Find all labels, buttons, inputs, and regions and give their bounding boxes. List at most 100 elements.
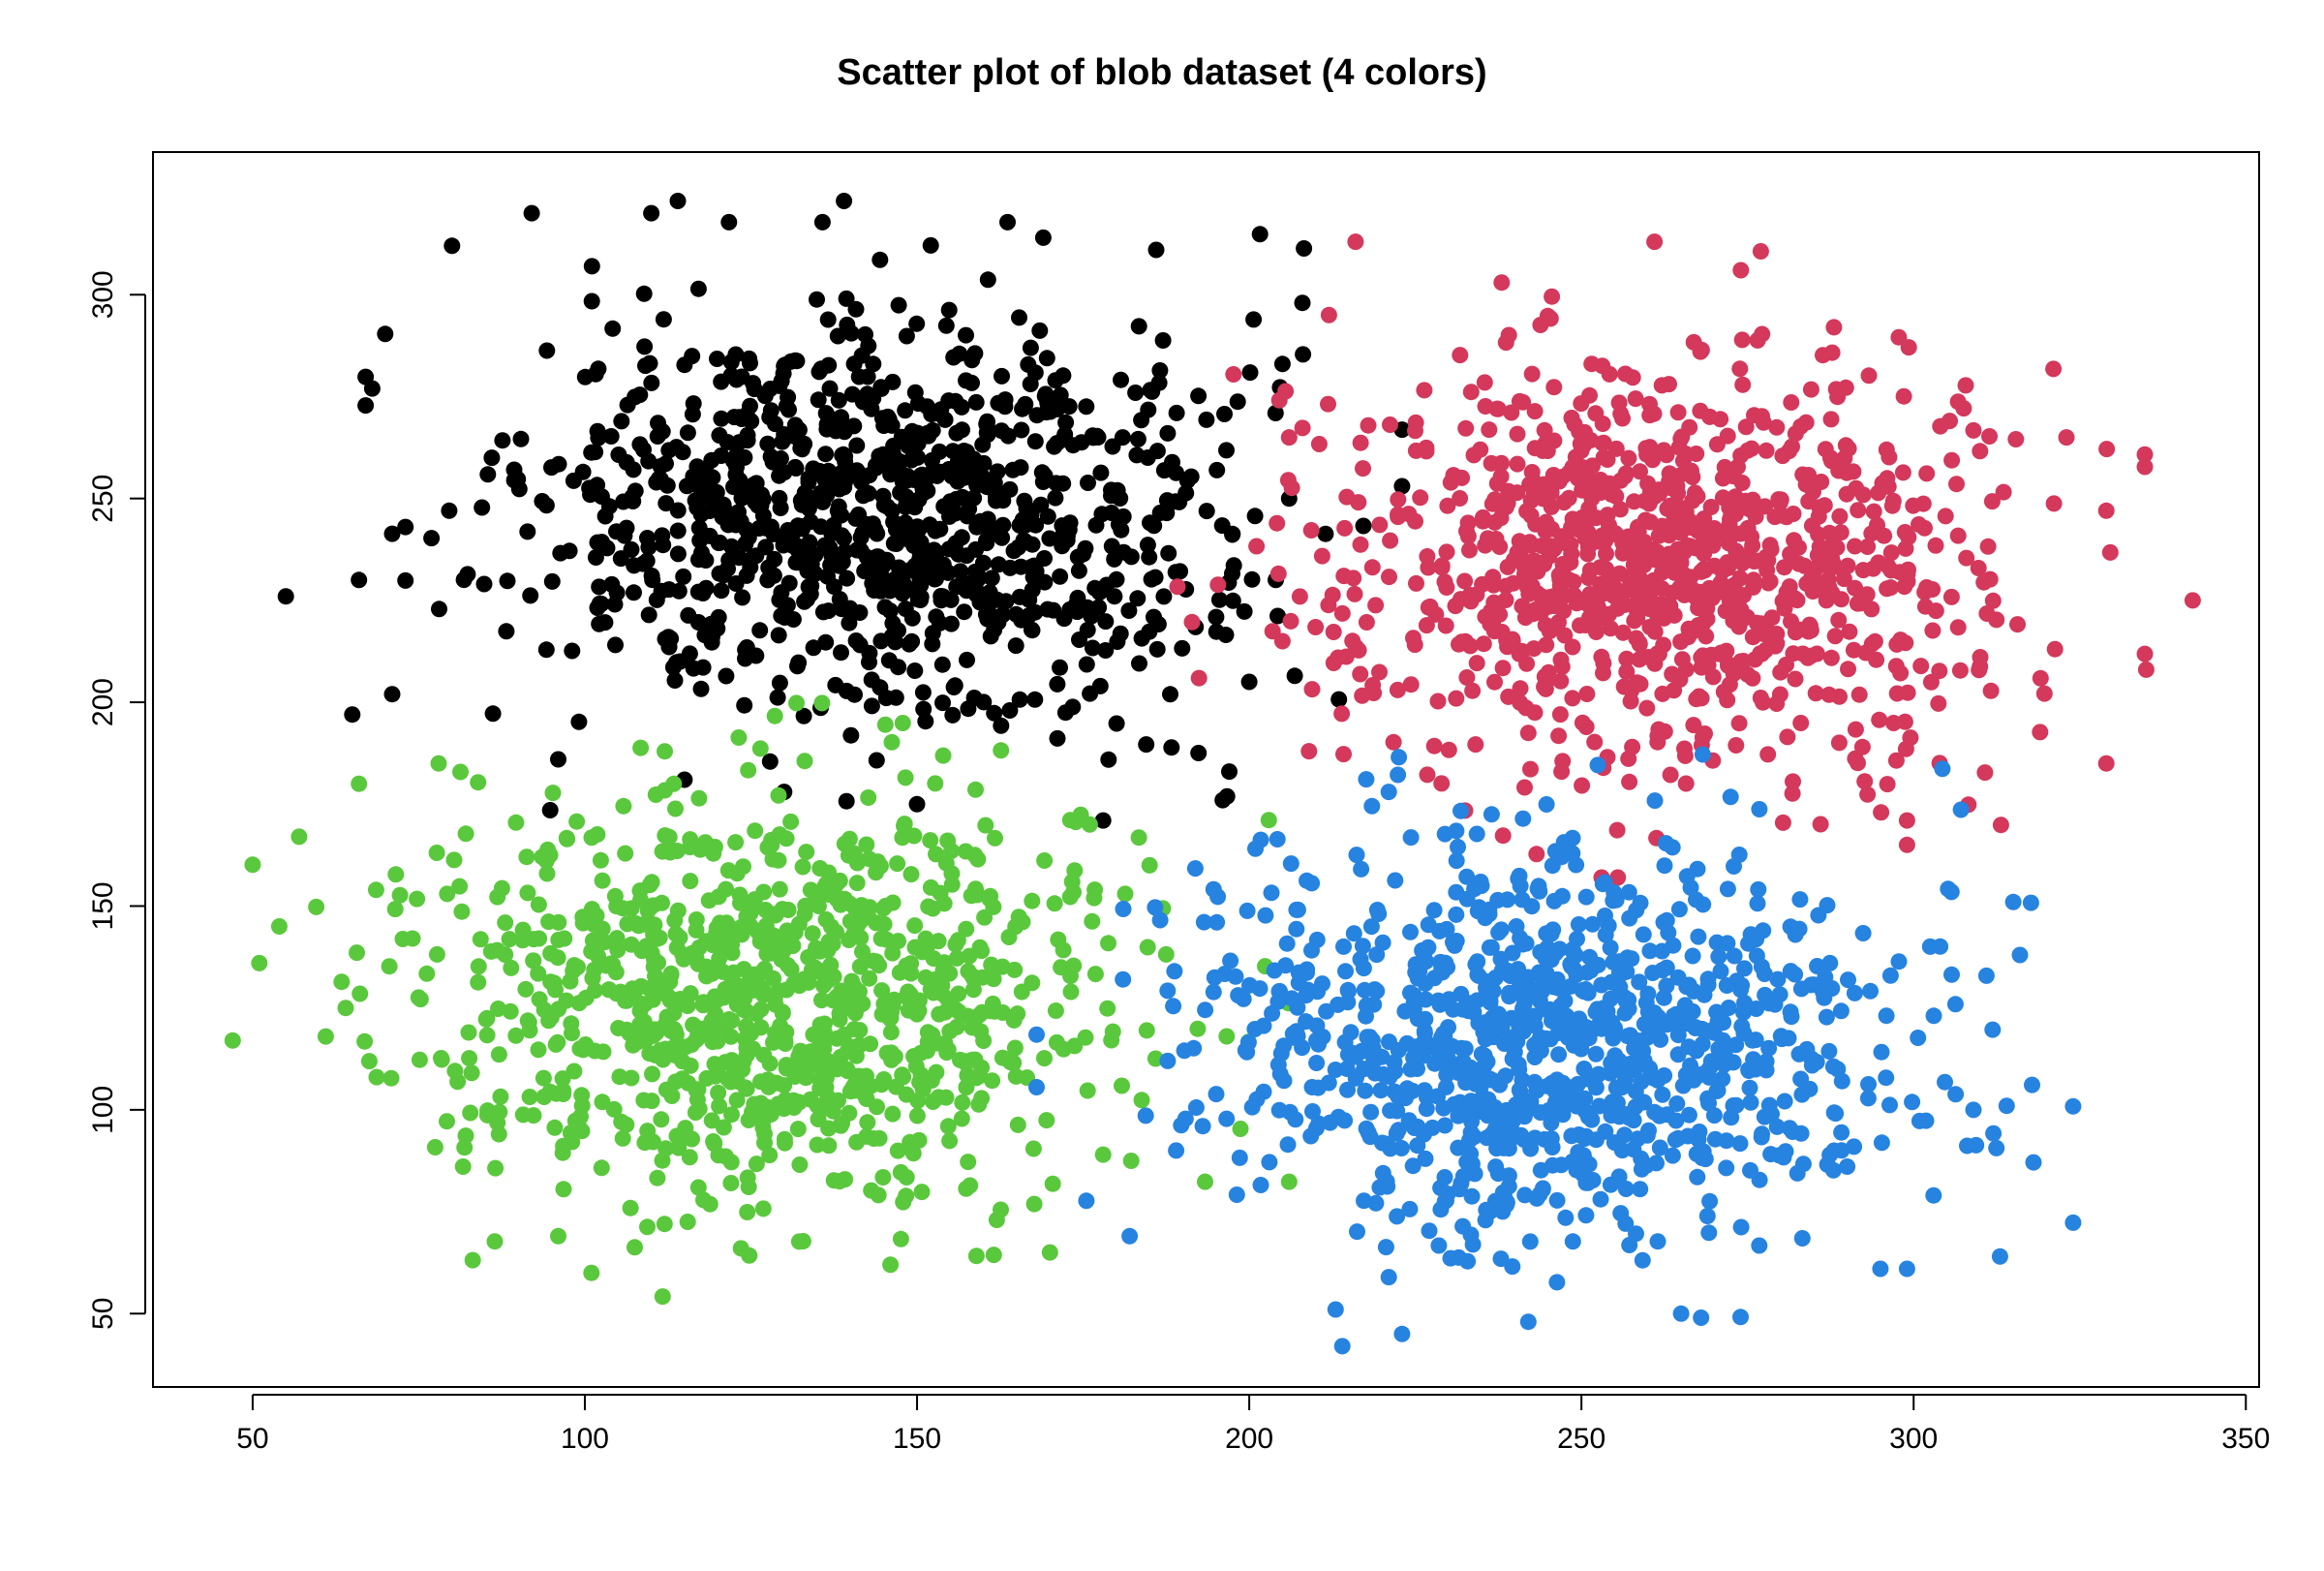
data-point-3-p15 [1168, 1142, 1185, 1159]
data-point-1-960 [1589, 599, 1606, 616]
data-point-2-873 [758, 945, 776, 963]
data-point-3-19 [1483, 806, 1500, 823]
data-point-0-109 [937, 317, 955, 334]
data-point-1-233 [1840, 661, 1856, 678]
data-point-1-521 [1440, 741, 1457, 758]
data-point-1-874 [1646, 623, 1664, 640]
data-point-0-221 [1022, 339, 1039, 356]
data-point-3-703 [1628, 902, 1645, 919]
data-point-2-826 [789, 1121, 807, 1138]
data-point-0-p25 [483, 449, 501, 467]
data-point-1-798 [1482, 615, 1499, 632]
data-point-0-666 [1151, 505, 1169, 521]
data-point-2-755 [574, 914, 592, 932]
data-point-1-114 [1759, 574, 1777, 592]
data-point-3-872 [1580, 1155, 1598, 1173]
data-point-3-28 [1261, 1154, 1278, 1171]
data-point-0-104 [917, 713, 934, 730]
data-point-2-419 [478, 1027, 496, 1044]
data-point-3-867 [1452, 802, 1469, 819]
data-point-0-870 [618, 519, 635, 537]
data-point-2-3 [858, 836, 875, 853]
data-point-2-412 [1100, 935, 1116, 952]
data-point-0-987 [788, 540, 806, 558]
data-point-0-163 [872, 251, 889, 268]
data-point-3-675 [1658, 835, 1674, 852]
data-point-2-336 [1104, 1023, 1121, 1040]
data-point-2-807 [457, 1127, 474, 1145]
data-point-3-778 [1496, 1189, 1514, 1207]
data-point-1-p12 [1300, 743, 1318, 760]
data-point-2-915 [1197, 1173, 1213, 1190]
data-point-0-611 [727, 346, 745, 363]
data-point-0-339 [819, 311, 837, 328]
data-point-0-767 [966, 345, 984, 362]
data-point-0-976 [693, 544, 710, 562]
data-point-1-303 [1461, 541, 1478, 559]
data-point-3-619 [1768, 1118, 1786, 1135]
data-point-0-473 [1160, 544, 1177, 562]
data-point-2-997 [740, 761, 757, 779]
data-point-0-p23 [383, 686, 401, 703]
data-point-0-601 [1190, 745, 1208, 761]
data-point-0-183 [1026, 433, 1044, 450]
data-point-0-923 [932, 614, 948, 631]
data-point-2-159 [804, 925, 821, 942]
data-point-0-866 [1174, 639, 1191, 657]
data-point-3-294 [1716, 1056, 1733, 1073]
data-point-3-982 [1439, 959, 1456, 976]
data-point-3-654 [1432, 1201, 1450, 1218]
data-point-2-353 [654, 1288, 671, 1306]
data-point-0-599 [1251, 226, 1269, 243]
data-point-3-834 [1386, 1054, 1403, 1071]
data-point-0-798 [761, 409, 779, 426]
data-point-2-565 [1099, 1000, 1116, 1017]
data-point-1-205 [1972, 443, 1989, 460]
data-point-2-665 [352, 985, 369, 1002]
data-point-2-889 [718, 914, 735, 932]
data-point-3-812 [1462, 1145, 1480, 1162]
data-point-3-792 [1460, 1002, 1478, 1020]
data-point-3-682 [1270, 983, 1288, 1001]
data-point-0-684 [474, 499, 491, 516]
data-point-3-854 [1621, 1109, 1638, 1126]
data-point-2-785 [970, 1095, 988, 1113]
data-point-3-874 [1607, 891, 1625, 909]
data-point-0-530 [667, 654, 685, 671]
data-point-0-934 [858, 515, 875, 533]
data-point-2-858 [894, 715, 911, 731]
data-point-1-661 [1789, 592, 1806, 609]
data-point-3-491 [2025, 1154, 2042, 1171]
data-point-3-352 [1418, 1100, 1435, 1118]
data-point-1-2 [1382, 532, 1399, 549]
data-point-3-870 [1517, 1015, 1535, 1032]
data-point-2-919 [768, 1074, 785, 1092]
data-point-1-877 [1624, 369, 1641, 386]
data-point-1-939 [1651, 485, 1668, 503]
data-point-0-970 [922, 236, 939, 254]
data-point-2-675 [648, 930, 665, 947]
data-point-1-959 [1731, 360, 1749, 378]
data-point-3-813 [1388, 1124, 1405, 1142]
data-point-0-997 [817, 475, 835, 492]
data-point-3-661 [1749, 895, 1766, 912]
data-point-1-432 [1897, 539, 1914, 557]
data-point-3-995 [1289, 1028, 1306, 1045]
data-point-0-244 [602, 428, 620, 445]
data-point-0-905 [1049, 729, 1066, 747]
data-point-3-692 [1726, 947, 1743, 965]
data-point-1-925 [1669, 540, 1687, 558]
data-point-0-806 [1055, 367, 1072, 385]
data-point-0-547 [863, 697, 880, 715]
data-point-1-466 [1615, 678, 1633, 695]
data-point-1-p1 [1646, 233, 1664, 251]
data-point-1-769 [1335, 568, 1353, 585]
data-point-0-892 [608, 584, 626, 601]
data-point-1-838 [1598, 481, 1615, 499]
data-point-2-648 [595, 956, 612, 972]
data-point-0-140 [1229, 393, 1246, 411]
data-point-2-909 [1218, 1028, 1236, 1045]
data-point-2-934 [682, 873, 699, 890]
data-point-1-127 [1890, 328, 1908, 346]
data-point-1-858 [1553, 658, 1571, 675]
